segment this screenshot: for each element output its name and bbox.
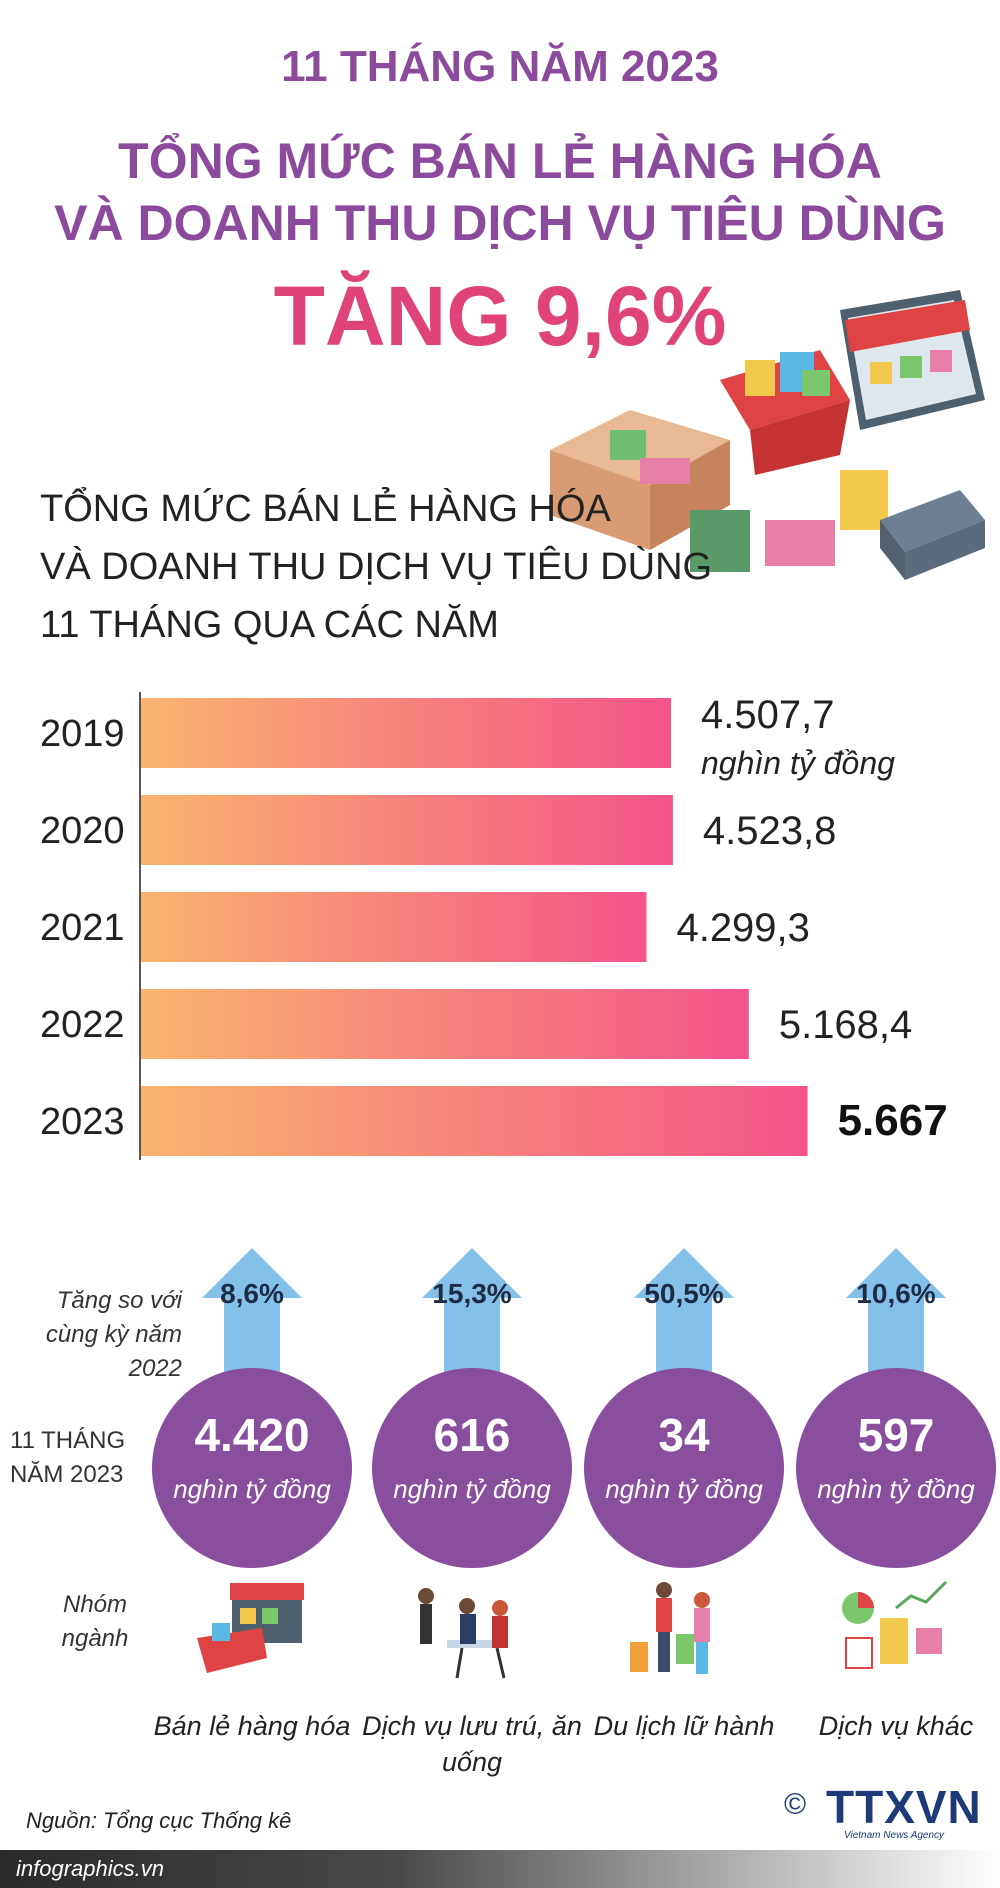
main-title-line1: TỔNG MỨC BÁN LẺ HÀNG HÓA	[118, 133, 882, 189]
chart-subtitle-line2: VÀ DOANH THU DỊCH VỤ TIÊU DÙNG	[40, 546, 713, 588]
group-value: 616	[433, 1409, 511, 1461]
value-circle: 597 nghìn tỷ đồng	[796, 1368, 996, 1568]
group-name: Bán lẻ hàng hóa	[153, 1711, 351, 1741]
growth-value: 15,3%	[432, 1278, 512, 1309]
growth-value: 10,6%	[856, 1278, 936, 1309]
group-label: Nhóm ngành	[61, 1591, 129, 1652]
group-unit: nghìn tỷ đồng	[817, 1474, 975, 1504]
year-tick-label: 2023	[40, 1101, 125, 1143]
bar-2019	[140, 698, 672, 768]
growth-label: Tăng so với cùng kỳ năm 2022	[45, 1287, 182, 1382]
growth-value: 50,5%	[644, 1278, 724, 1309]
group-unit: nghìn tỷ đồng	[605, 1474, 763, 1504]
bar-value-label: 4.507,7	[701, 693, 834, 737]
services-chart-icon	[842, 1580, 948, 1669]
source-note: Nguồn: Tổng cục Thống kê	[26, 1808, 292, 1833]
value-circle: 616 nghìn tỷ đồng	[372, 1368, 572, 1568]
chart-subtitle-line1: TỔNG MỨC BÁN LẺ HÀNG HÓA	[40, 488, 611, 530]
group-unit: nghìn tỷ đồng	[173, 1474, 331, 1504]
shopping-illustration	[550, 290, 985, 580]
chart-subtitle-line3: 11 THÁNG QUA CÁC NĂM	[40, 604, 499, 646]
bar-2020	[140, 795, 673, 865]
bar-value-label: 5.168,4	[779, 1003, 912, 1047]
period-label: 11 THÁNG NĂM 2023	[10, 1427, 126, 1488]
bar-2021	[140, 892, 647, 962]
year-tick-label: 2020	[40, 810, 125, 852]
value-circle: 34 nghìn tỷ đồng	[584, 1368, 784, 1568]
travelers-icon	[630, 1582, 710, 1674]
growth-value: 8,6%	[220, 1278, 284, 1309]
group-name: Du lịch lữ hành	[593, 1711, 775, 1741]
bar-2022	[140, 989, 749, 1059]
group-value: 4.420	[194, 1409, 310, 1461]
group-value: 597	[857, 1409, 935, 1461]
year-tick-label: 2021	[40, 907, 125, 949]
agency-subtitle: Vietnam News Agency	[844, 1830, 945, 1841]
retail-bar-chart: 2019 4.507,7 nghìn tỷ đồng 2020 4.523,8 2021 4…	[40, 692, 948, 1160]
restaurant-icon	[418, 1588, 508, 1679]
group-unit: nghìn tỷ đồng	[393, 1474, 551, 1504]
footer-bar	[0, 1850, 1000, 1888]
copyright-icon: ©	[784, 1788, 807, 1821]
year-tick-label: 2019	[40, 713, 125, 755]
shop-basket-icon	[197, 1583, 304, 1673]
unit-label: nghìn tỷ đồng	[701, 745, 895, 781]
bar-2023	[140, 1086, 808, 1156]
headline: TĂNG 9,6%	[273, 269, 727, 363]
group-value: 34	[658, 1409, 710, 1461]
bar-value-label: 5.667	[838, 1096, 948, 1145]
group-name: Dịch vụ khác	[818, 1711, 974, 1741]
agency-logo: TTXVN	[826, 1781, 982, 1833]
year-tick-label: 2022	[40, 1004, 125, 1046]
bar-value-label: 4.299,3	[676, 906, 809, 950]
bar-value-label: 4.523,8	[703, 809, 836, 853]
main-title-line2: VÀ DOANH THU DỊCH VỤ TIÊU DÙNG	[54, 195, 946, 251]
period-title: 11 THÁNG NĂM 2023	[281, 42, 719, 91]
site-link[interactable]: infographics.vn	[16, 1856, 164, 1881]
value-circle: 4.420 nghìn tỷ đồng	[152, 1368, 352, 1568]
group-name: Dịch vụ lưu trú, ăn uống	[362, 1711, 582, 1777]
